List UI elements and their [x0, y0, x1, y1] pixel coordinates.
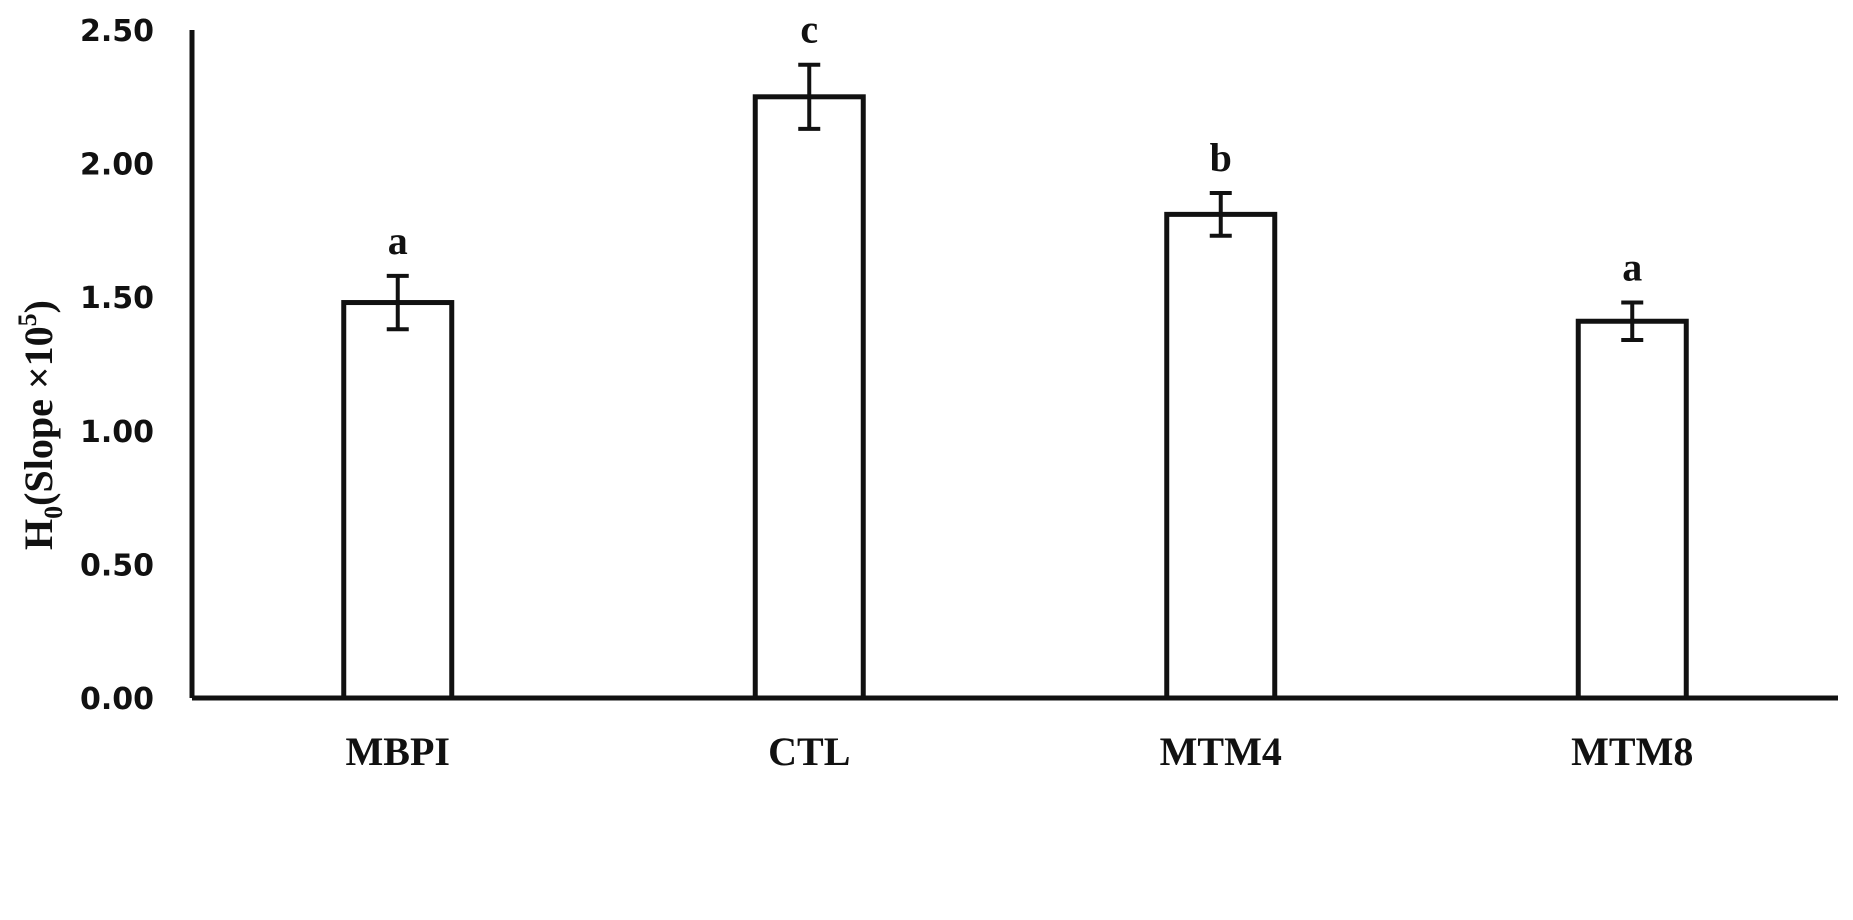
- y-axis-ticks: 0.00 0.50 1.00 1.50 2.00 2.50: [80, 14, 154, 717]
- error-bar-mtm8: [1621, 300, 1644, 342]
- x-category-label: MTM4: [1160, 729, 1282, 774]
- x-category-label: CTL: [768, 729, 850, 774]
- error-bar-ctl: [798, 62, 821, 131]
- y-tick-label: 1.50: [80, 281, 154, 316]
- error-bars: [386, 62, 1644, 342]
- bar-mtm8: [1575, 318, 1689, 701]
- y-axis-label: H0(Slope ×105): [13, 300, 68, 550]
- significance-label: a: [388, 218, 408, 263]
- y-tick-label: 1.00: [80, 415, 154, 450]
- x-category-label: MTM8: [1571, 729, 1693, 774]
- y-axis-label-subscript: 0: [39, 506, 68, 519]
- y-tick-label: 0.50: [80, 548, 154, 583]
- significance-label: a: [1622, 245, 1642, 290]
- y-axis-label-close: ): [16, 300, 61, 313]
- y-tick-label: 2.50: [80, 14, 154, 49]
- x-category-label: MBPI: [346, 729, 450, 774]
- error-bar-mbpi: [386, 273, 409, 332]
- significance-label: b: [1210, 135, 1232, 180]
- error-bar-mtm4: [1209, 190, 1232, 238]
- y-axis-label-rest: (Slope ×10: [16, 326, 61, 505]
- bar-mbpi: [341, 300, 455, 701]
- significance-label: c: [800, 7, 818, 52]
- y-tick-label: 0.00: [80, 682, 154, 717]
- y-axis-label-superscript: 5: [13, 313, 42, 326]
- svg-text:H0(Slope ×105): H0(Slope ×105): [13, 300, 68, 550]
- bar-ctl: [752, 94, 866, 701]
- y-axis-label-main: H: [16, 519, 61, 550]
- x-axis-categories: MBPI CTL MTM4 MTM8: [346, 729, 1694, 774]
- significance-labels: a c b a: [388, 7, 1643, 290]
- bars: [341, 94, 1689, 701]
- y-tick-label: 2.00: [80, 148, 154, 183]
- bar-mtm4: [1164, 211, 1278, 701]
